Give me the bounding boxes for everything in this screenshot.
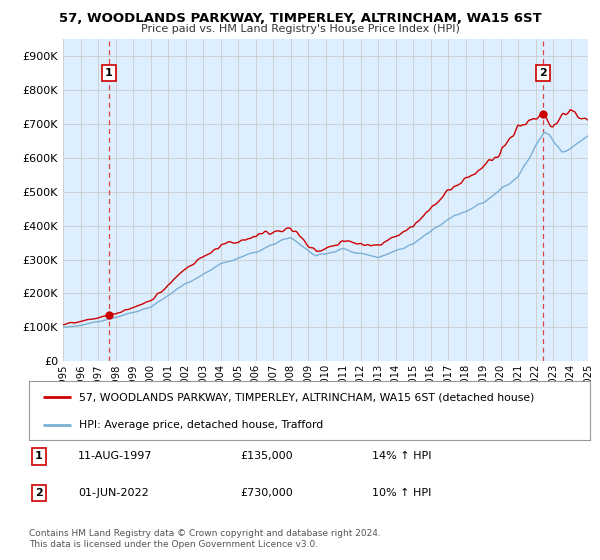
Text: 14% ↑ HPI: 14% ↑ HPI (372, 451, 431, 461)
Text: 57, WOODLANDS PARKWAY, TIMPERLEY, ALTRINCHAM, WA15 6ST (detached house): 57, WOODLANDS PARKWAY, TIMPERLEY, ALTRIN… (79, 392, 535, 402)
Text: This data is licensed under the Open Government Licence v3.0.: This data is licensed under the Open Gov… (29, 540, 318, 549)
Text: 01-JUN-2022: 01-JUN-2022 (78, 488, 149, 498)
Text: 1: 1 (105, 68, 113, 78)
Text: £135,000: £135,000 (240, 451, 293, 461)
Text: 2: 2 (35, 488, 43, 498)
Text: 57, WOODLANDS PARKWAY, TIMPERLEY, ALTRINCHAM, WA15 6ST: 57, WOODLANDS PARKWAY, TIMPERLEY, ALTRIN… (59, 12, 541, 25)
Text: 10% ↑ HPI: 10% ↑ HPI (372, 488, 431, 498)
Text: 11-AUG-1997: 11-AUG-1997 (78, 451, 152, 461)
Text: Contains HM Land Registry data © Crown copyright and database right 2024.: Contains HM Land Registry data © Crown c… (29, 529, 380, 538)
Text: HPI: Average price, detached house, Trafford: HPI: Average price, detached house, Traf… (79, 420, 323, 430)
Text: 2: 2 (539, 68, 547, 78)
Text: Price paid vs. HM Land Registry's House Price Index (HPI): Price paid vs. HM Land Registry's House … (140, 24, 460, 34)
Text: £730,000: £730,000 (240, 488, 293, 498)
Text: 1: 1 (35, 451, 43, 461)
